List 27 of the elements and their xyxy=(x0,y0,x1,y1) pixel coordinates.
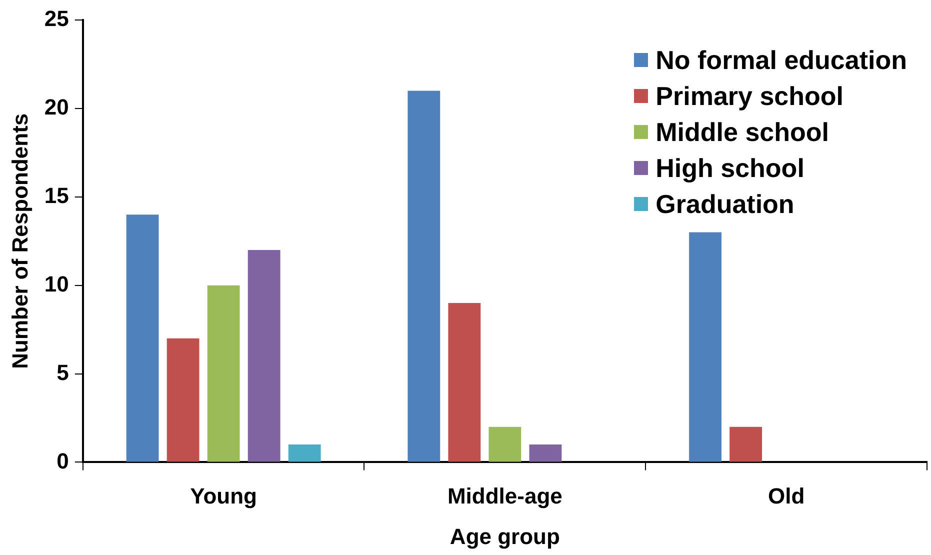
y-tick-label: 10 xyxy=(44,271,69,296)
y-tick-label: 20 xyxy=(44,94,69,120)
bar xyxy=(126,214,159,462)
x-axis-title: Age group xyxy=(450,524,560,549)
legend-label: No formal education xyxy=(656,44,907,76)
y-tick-label: 0 xyxy=(56,448,69,474)
bar xyxy=(730,426,762,462)
bar xyxy=(207,285,240,462)
legend-label: High school xyxy=(656,152,804,184)
legend-label: Graduation xyxy=(656,188,794,220)
bar xyxy=(448,303,481,462)
bar xyxy=(689,232,722,462)
legend-label: Primary school xyxy=(656,80,844,112)
y-axis-title: Number of Respondents xyxy=(7,113,32,369)
bar xyxy=(488,426,522,462)
x-tick-label: Old xyxy=(768,483,805,508)
bar xyxy=(529,444,562,462)
y-tick-label: 15 xyxy=(44,182,69,208)
bar xyxy=(408,90,440,462)
bar xyxy=(166,338,200,462)
bar xyxy=(248,250,280,462)
y-tick-label: 25 xyxy=(44,6,69,32)
y-tick-label: 5 xyxy=(56,360,69,385)
x-tick-label: Middle-age xyxy=(447,483,562,508)
bar xyxy=(288,444,321,462)
x-tick-label: Young xyxy=(190,483,257,508)
legend-label: Middle school xyxy=(656,116,829,148)
